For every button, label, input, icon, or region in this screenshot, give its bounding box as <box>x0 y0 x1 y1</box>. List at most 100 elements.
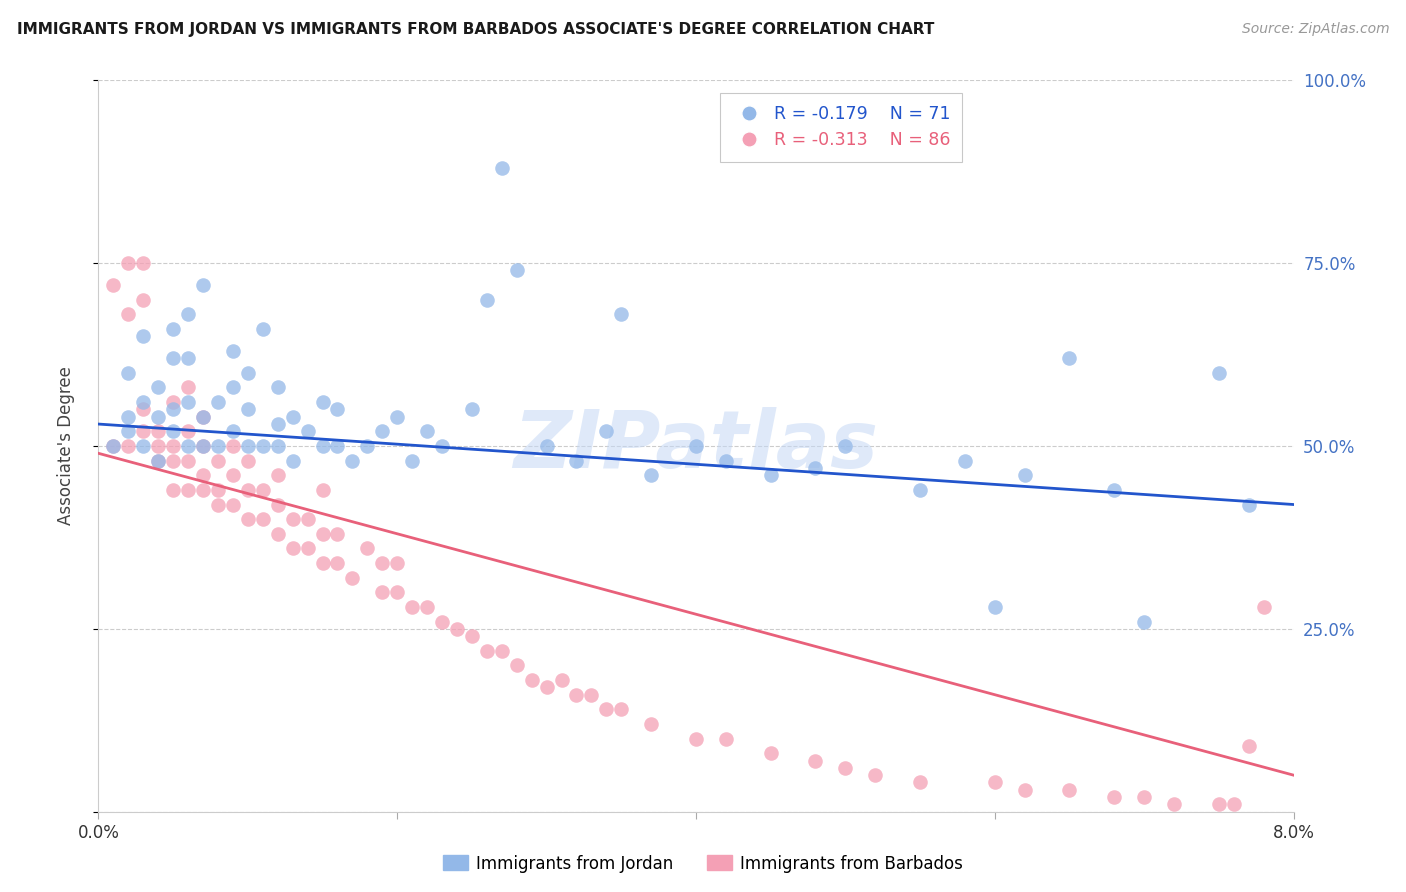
Point <box>550 673 572 687</box>
Point <box>714 453 737 467</box>
Legend: R = -0.179    N = 71, R = -0.313    N = 86: R = -0.179 N = 71, R = -0.313 N = 86 <box>720 93 962 161</box>
Point <box>117 307 139 321</box>
Point <box>1237 739 1260 753</box>
Point <box>132 402 155 417</box>
Point <box>356 439 378 453</box>
Point <box>953 453 976 467</box>
Point <box>222 468 245 483</box>
Text: Source: ZipAtlas.com: Source: ZipAtlas.com <box>1241 22 1389 37</box>
Point <box>311 439 333 453</box>
Point <box>148 425 170 439</box>
Point <box>804 754 827 768</box>
Point <box>177 453 200 467</box>
Point <box>236 483 259 497</box>
Point <box>506 263 529 277</box>
Point <box>475 293 498 307</box>
Point <box>207 395 229 409</box>
Point <box>581 688 603 702</box>
Point <box>117 409 139 424</box>
Point <box>714 731 737 746</box>
Point <box>177 307 200 321</box>
Point <box>162 351 184 366</box>
Point <box>640 468 662 483</box>
Point <box>162 322 184 336</box>
Point <box>191 468 214 483</box>
Point <box>267 380 290 394</box>
Point <box>311 483 333 497</box>
Point <box>117 439 139 453</box>
Point <box>132 293 155 307</box>
Point <box>132 425 155 439</box>
Point <box>207 453 229 467</box>
Point <box>148 409 170 424</box>
Point <box>177 351 200 366</box>
Point <box>162 453 184 467</box>
Point <box>430 439 453 453</box>
Point <box>162 483 184 497</box>
Point <box>1104 483 1126 497</box>
Point <box>416 425 439 439</box>
Point <box>252 322 274 336</box>
Point <box>103 278 125 293</box>
Point <box>401 599 423 614</box>
Point <box>236 366 259 380</box>
Point <box>804 461 827 475</box>
Point <box>685 439 707 453</box>
Point <box>267 439 290 453</box>
Point <box>191 278 214 293</box>
Point <box>595 702 617 716</box>
Point <box>162 425 184 439</box>
Point <box>177 483 200 497</box>
Point <box>117 366 139 380</box>
Point <box>177 395 200 409</box>
Point <box>491 644 513 658</box>
Point <box>103 439 125 453</box>
Point <box>430 615 453 629</box>
Point <box>491 161 513 175</box>
Point <box>252 439 274 453</box>
Point <box>865 768 887 782</box>
Point <box>371 556 394 570</box>
Point <box>148 453 170 467</box>
Point <box>610 702 633 716</box>
Point <box>236 512 259 526</box>
Point <box>191 439 214 453</box>
Point <box>461 629 484 643</box>
Point <box>281 512 304 526</box>
Point <box>281 541 304 556</box>
Point <box>1014 782 1036 797</box>
Point <box>297 425 319 439</box>
Point <box>1208 366 1230 380</box>
Point <box>267 417 290 431</box>
Point <box>311 395 333 409</box>
Point <box>1104 790 1126 805</box>
Point <box>132 329 155 343</box>
Point <box>984 775 1007 789</box>
Point <box>1237 498 1260 512</box>
Point <box>236 453 259 467</box>
Point <box>267 526 290 541</box>
Point <box>311 526 333 541</box>
Point <box>222 343 245 358</box>
Point <box>759 468 782 483</box>
Point <box>103 439 125 453</box>
Point <box>252 483 274 497</box>
Point <box>236 439 259 453</box>
Point <box>520 673 543 687</box>
Point <box>132 395 155 409</box>
Point <box>148 439 170 453</box>
Point <box>908 483 931 497</box>
Point <box>191 483 214 497</box>
Point <box>222 498 245 512</box>
Point <box>222 380 245 394</box>
Point <box>416 599 439 614</box>
Point <box>1163 797 1185 812</box>
Point <box>461 402 484 417</box>
Point <box>222 439 245 453</box>
Point <box>401 453 423 467</box>
Point <box>117 256 139 270</box>
Point <box>236 402 259 417</box>
Point <box>834 761 856 775</box>
Point <box>267 498 290 512</box>
Point <box>759 746 782 760</box>
